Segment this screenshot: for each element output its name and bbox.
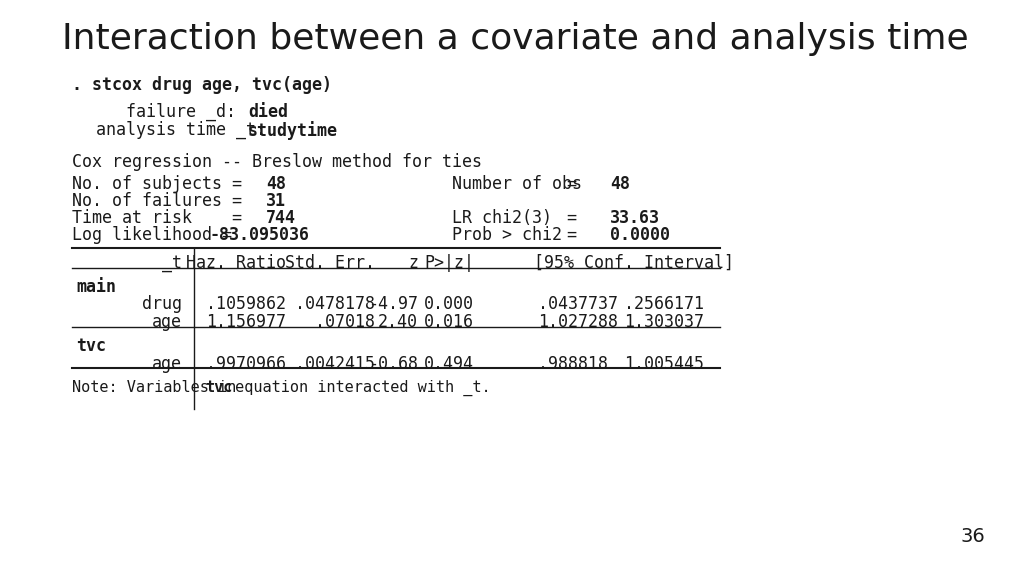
Text: 744: 744 — [266, 209, 296, 227]
Text: .988818: .988818 — [538, 355, 608, 373]
Text: 48: 48 — [266, 175, 286, 193]
Text: =: = — [566, 226, 575, 244]
Text: 33.63: 33.63 — [610, 209, 660, 227]
Text: z: z — [408, 254, 418, 272]
Text: Haz. Ratio: Haz. Ratio — [186, 254, 286, 272]
Text: 0.000: 0.000 — [424, 295, 474, 313]
Text: Number of obs: Number of obs — [452, 175, 582, 193]
Text: No. of subjects =: No. of subjects = — [72, 175, 242, 193]
Text: [95% Conf. Interval]: [95% Conf. Interval] — [534, 254, 734, 272]
Text: 1.156977: 1.156977 — [206, 313, 286, 331]
Text: .0478178: .0478178 — [295, 295, 375, 313]
Text: main: main — [76, 278, 116, 296]
Text: .2566171: .2566171 — [624, 295, 705, 313]
Text: Std. Err.: Std. Err. — [285, 254, 375, 272]
Text: LR chi2(3): LR chi2(3) — [452, 209, 552, 227]
Text: .07018: .07018 — [315, 313, 375, 331]
Text: -83.095036: -83.095036 — [210, 226, 310, 244]
Text: No. of failures =: No. of failures = — [72, 192, 242, 210]
Text: failure _d:: failure _d: — [126, 103, 236, 122]
Text: =: = — [566, 175, 575, 193]
Text: 1.027288: 1.027288 — [538, 313, 618, 331]
Text: studytime: studytime — [248, 121, 338, 140]
Text: analysis time _t:: analysis time _t: — [96, 121, 266, 139]
Text: 0.016: 0.016 — [424, 313, 474, 331]
Text: tvc: tvc — [76, 337, 106, 355]
Text: 0.494: 0.494 — [424, 355, 474, 373]
Text: Time at risk    =: Time at risk = — [72, 209, 242, 227]
Text: 31: 31 — [266, 192, 286, 210]
Text: Prob > chi2: Prob > chi2 — [452, 226, 562, 244]
Text: Log likelihood =: Log likelihood = — [72, 226, 232, 244]
Text: equation interacted with _t.: equation interacted with _t. — [226, 380, 490, 396]
Text: drug: drug — [142, 295, 182, 313]
Text: 36: 36 — [961, 527, 985, 546]
Text: died: died — [248, 103, 288, 121]
Text: .1059862: .1059862 — [206, 295, 286, 313]
Text: Interaction between a covariate and analysis time: Interaction between a covariate and anal… — [62, 22, 969, 56]
Text: tvc: tvc — [205, 380, 232, 395]
Text: 0.0000: 0.0000 — [610, 226, 670, 244]
Text: Cox regression -- Breslow method for ties: Cox regression -- Breslow method for tie… — [72, 153, 482, 171]
Text: . stcox drug age, tvc(age): . stcox drug age, tvc(age) — [72, 76, 332, 94]
Text: P>|z|: P>|z| — [424, 254, 474, 272]
Text: .9970966: .9970966 — [206, 355, 286, 373]
Text: 1.303037: 1.303037 — [624, 313, 705, 331]
Text: Note: Variables in: Note: Variables in — [72, 380, 246, 395]
Text: 1.005445: 1.005445 — [624, 355, 705, 373]
Text: -4.97: -4.97 — [368, 295, 418, 313]
Text: .0437737: .0437737 — [538, 295, 618, 313]
Text: =: = — [566, 209, 575, 227]
Text: age: age — [152, 355, 182, 373]
Text: age: age — [152, 313, 182, 331]
Text: _t: _t — [162, 254, 182, 272]
Text: 48: 48 — [610, 175, 630, 193]
Text: -0.68: -0.68 — [368, 355, 418, 373]
Text: 2.40: 2.40 — [378, 313, 418, 331]
Text: .0042415: .0042415 — [295, 355, 375, 373]
